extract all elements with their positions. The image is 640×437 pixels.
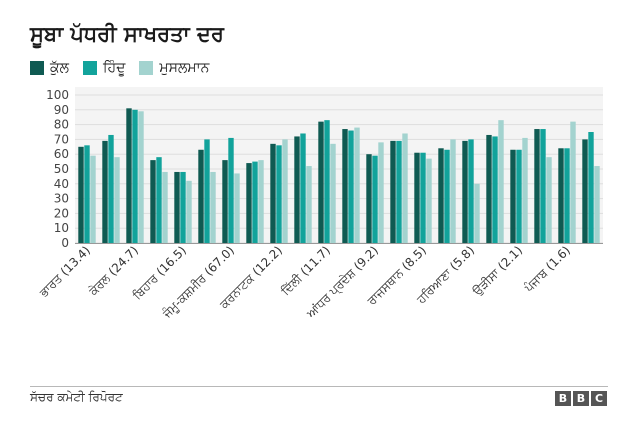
y-tick-label: 100 [46, 88, 69, 102]
bar [588, 132, 594, 243]
bar [78, 146, 84, 243]
bar [102, 140, 108, 243]
bar [396, 140, 402, 243]
bar [210, 171, 216, 243]
bar [324, 120, 330, 243]
x-tick-label: ਪੰਜਾਬ (1.6) [521, 243, 573, 295]
bar [348, 130, 354, 243]
bar [108, 134, 114, 243]
x-tick-label: ਉੜੀਸਾ (2.1) [469, 243, 525, 299]
bar [138, 111, 144, 243]
bar [246, 163, 252, 243]
bar [258, 160, 264, 243]
y-tick-label: 40 [54, 177, 69, 191]
bar [582, 139, 588, 243]
bbc-logo-letter: C [591, 391, 607, 406]
bar [156, 157, 162, 243]
y-tick-label: 90 [54, 103, 69, 117]
bbc-logo-letter: B [573, 391, 589, 406]
chart-title: ਸੂਬਾ ਪੱਧਰੀ ਸਾਖਰਤਾ ਦਰ [30, 22, 224, 46]
bar [564, 148, 570, 243]
bar [444, 149, 450, 243]
bar [486, 134, 492, 243]
bar [126, 108, 132, 243]
bar [294, 136, 300, 243]
bar [330, 143, 336, 243]
bar [84, 145, 90, 243]
x-tick-label: ਭਾਰਤ (13.4) [36, 243, 93, 300]
bar [468, 139, 474, 243]
bar [438, 148, 444, 243]
bar [204, 139, 210, 243]
bbc-logo-letter: B [555, 391, 571, 406]
bar [426, 158, 432, 243]
bar [222, 160, 228, 243]
bar [594, 166, 600, 243]
y-tick-label: 30 [54, 192, 69, 206]
bar [366, 154, 372, 243]
source-text: ਸੱਚਰ ਕਮੇਟੀ ਰਿਪੋਰਟ [30, 390, 123, 404]
bar [390, 140, 396, 243]
bar [306, 166, 312, 243]
bar [450, 139, 456, 243]
y-tick-label: 70 [54, 132, 69, 146]
legend-swatch-total [30, 61, 44, 75]
bar [540, 129, 546, 243]
y-tick-label: 20 [54, 206, 69, 220]
bar [546, 157, 552, 243]
bar [354, 127, 360, 243]
bbc-logo: B B C [555, 391, 607, 406]
bar [558, 148, 564, 243]
legend-swatch-hindu [83, 61, 98, 75]
bar [372, 155, 378, 243]
bar [228, 137, 234, 243]
bar [498, 120, 504, 243]
legend-item-muslim: ਮੁਸਲਮਾਨ [139, 60, 209, 76]
bar [186, 180, 192, 243]
legend: ਕੁੱਲ ਹਿੰਦੂ ਮੁਸਲਮਾਨ [30, 60, 209, 76]
legend-item-hindu: ਹਿੰਦੂ [83, 60, 125, 76]
legend-label-muslim: ਮੁਸਲਮਾਨ [159, 60, 210, 76]
legend-label-hindu: ਹਿੰਦੂ [103, 60, 126, 76]
bar [300, 133, 306, 243]
bar [150, 160, 156, 243]
bar [462, 140, 468, 243]
bar [90, 155, 96, 243]
bar [420, 152, 426, 243]
y-tick-label: 0 [61, 236, 69, 250]
bar [402, 133, 408, 243]
bar [342, 129, 348, 243]
footer-divider [30, 386, 608, 387]
bar [318, 121, 324, 243]
legend-label-total: ਕੁੱਲ [50, 60, 70, 76]
bar [114, 157, 120, 243]
bar [180, 171, 186, 243]
bar [378, 142, 384, 243]
bar [570, 121, 576, 243]
bar [270, 143, 276, 243]
bar [510, 149, 516, 243]
bar [534, 129, 540, 243]
bar [252, 161, 258, 243]
bar [474, 183, 480, 243]
y-tick-label: 60 [54, 147, 69, 161]
bar [414, 152, 420, 243]
bar [276, 145, 282, 243]
bar [132, 109, 138, 243]
legend-swatch-muslim [139, 61, 154, 75]
bar [282, 139, 288, 243]
bar [516, 149, 522, 243]
bar [174, 171, 180, 243]
bar [162, 171, 168, 243]
legend-item-total: ਕੁੱਲ [30, 60, 69, 76]
y-tick-label: 50 [54, 162, 69, 176]
bar [492, 136, 498, 243]
bar [198, 149, 204, 243]
y-tick-label: 10 [54, 221, 69, 235]
bar [234, 173, 240, 243]
bar [522, 137, 528, 243]
y-tick-label: 80 [54, 118, 69, 132]
